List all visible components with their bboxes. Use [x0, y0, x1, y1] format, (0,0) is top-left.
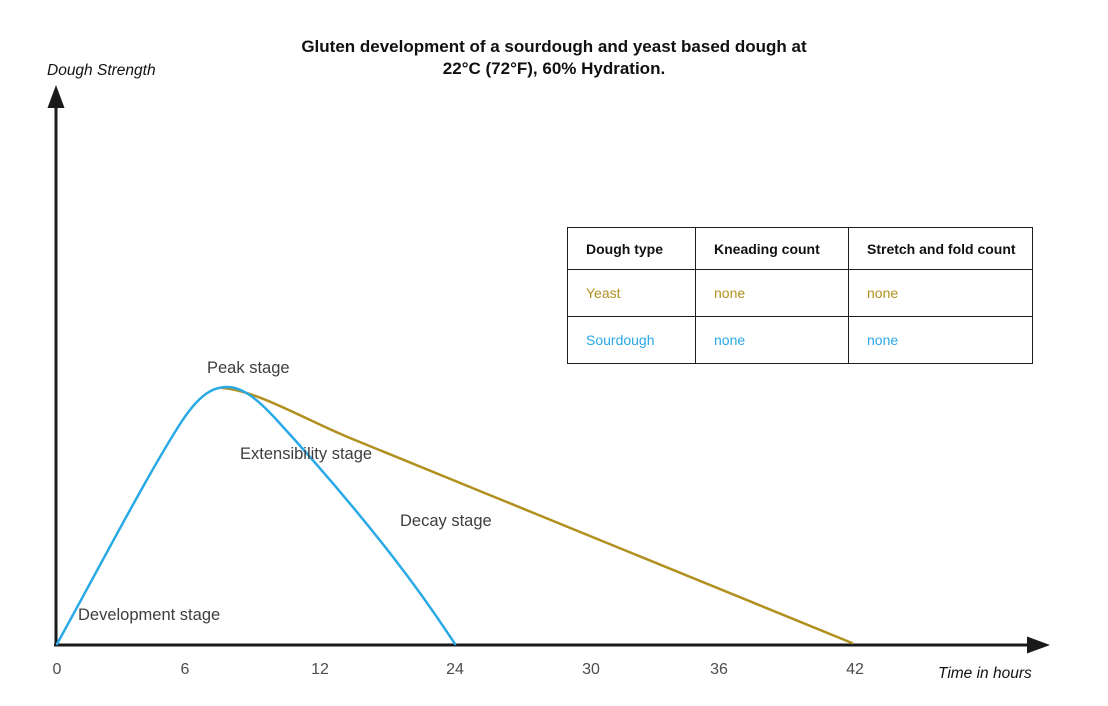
- x-tick-label-6: 6: [180, 661, 190, 678]
- sourdough-curve: [55, 385, 457, 646]
- x-tick-label-12: 12: [311, 661, 329, 678]
- sourdough-stretch-fold-cell: none: [848, 316, 1033, 364]
- table-row-sourdough: Sourdough none none: [567, 316, 1033, 364]
- yeast-curve: [220, 386, 854, 645]
- x-tick-label-36: 36: [710, 661, 728, 678]
- x-tick-label-24: 24: [446, 661, 464, 678]
- annotation-decay-stage: Decay stage: [400, 512, 492, 530]
- y-axis-arrowhead-icon: [47, 85, 65, 108]
- sourdough-kneading-cell: none: [695, 316, 849, 364]
- yeast-stretch-fold-cell: none: [848, 269, 1033, 317]
- annotation-extensibility-stage: Extensibility stage: [240, 445, 373, 463]
- x-tick-label-42: 42: [846, 661, 864, 678]
- y-axis-label: Dough Strength: [47, 62, 156, 79]
- chart-title-line-1: Gluten development of a sourdough and ye…: [301, 37, 807, 56]
- chart-title: Gluten development of a sourdough and ye…: [0, 36, 1108, 80]
- x-tick-label-30: 30: [582, 661, 600, 678]
- table-header-stretch-fold-count: Stretch and fold count: [848, 227, 1033, 270]
- dough-comparison-table: Dough type Kneading count Stretch and fo…: [567, 227, 1033, 364]
- x-axis-label: Time in hours: [938, 665, 1032, 682]
- sourdough-dough-type-cell: Sourdough: [567, 316, 696, 364]
- chart-title-line-2: 22°C (72°F), 60% Hydration.: [442, 59, 666, 78]
- x-tick-label-0: 0: [52, 661, 62, 678]
- table-header-row: Dough type Kneading count Stretch and fo…: [567, 227, 1033, 270]
- yeast-dough-type-cell: Yeast: [567, 269, 696, 317]
- x-axis-arrowhead-icon: [1027, 636, 1050, 654]
- table-row-yeast: Yeast none none: [567, 269, 1033, 317]
- yeast-kneading-cell: none: [695, 269, 849, 317]
- annotation-development-stage: Development stage: [78, 606, 221, 624]
- annotation-peak-stage: Peak stage: [207, 359, 290, 377]
- table-header-dough-type: Dough type: [567, 227, 696, 270]
- table-header-kneading-count: Kneading count: [695, 227, 849, 270]
